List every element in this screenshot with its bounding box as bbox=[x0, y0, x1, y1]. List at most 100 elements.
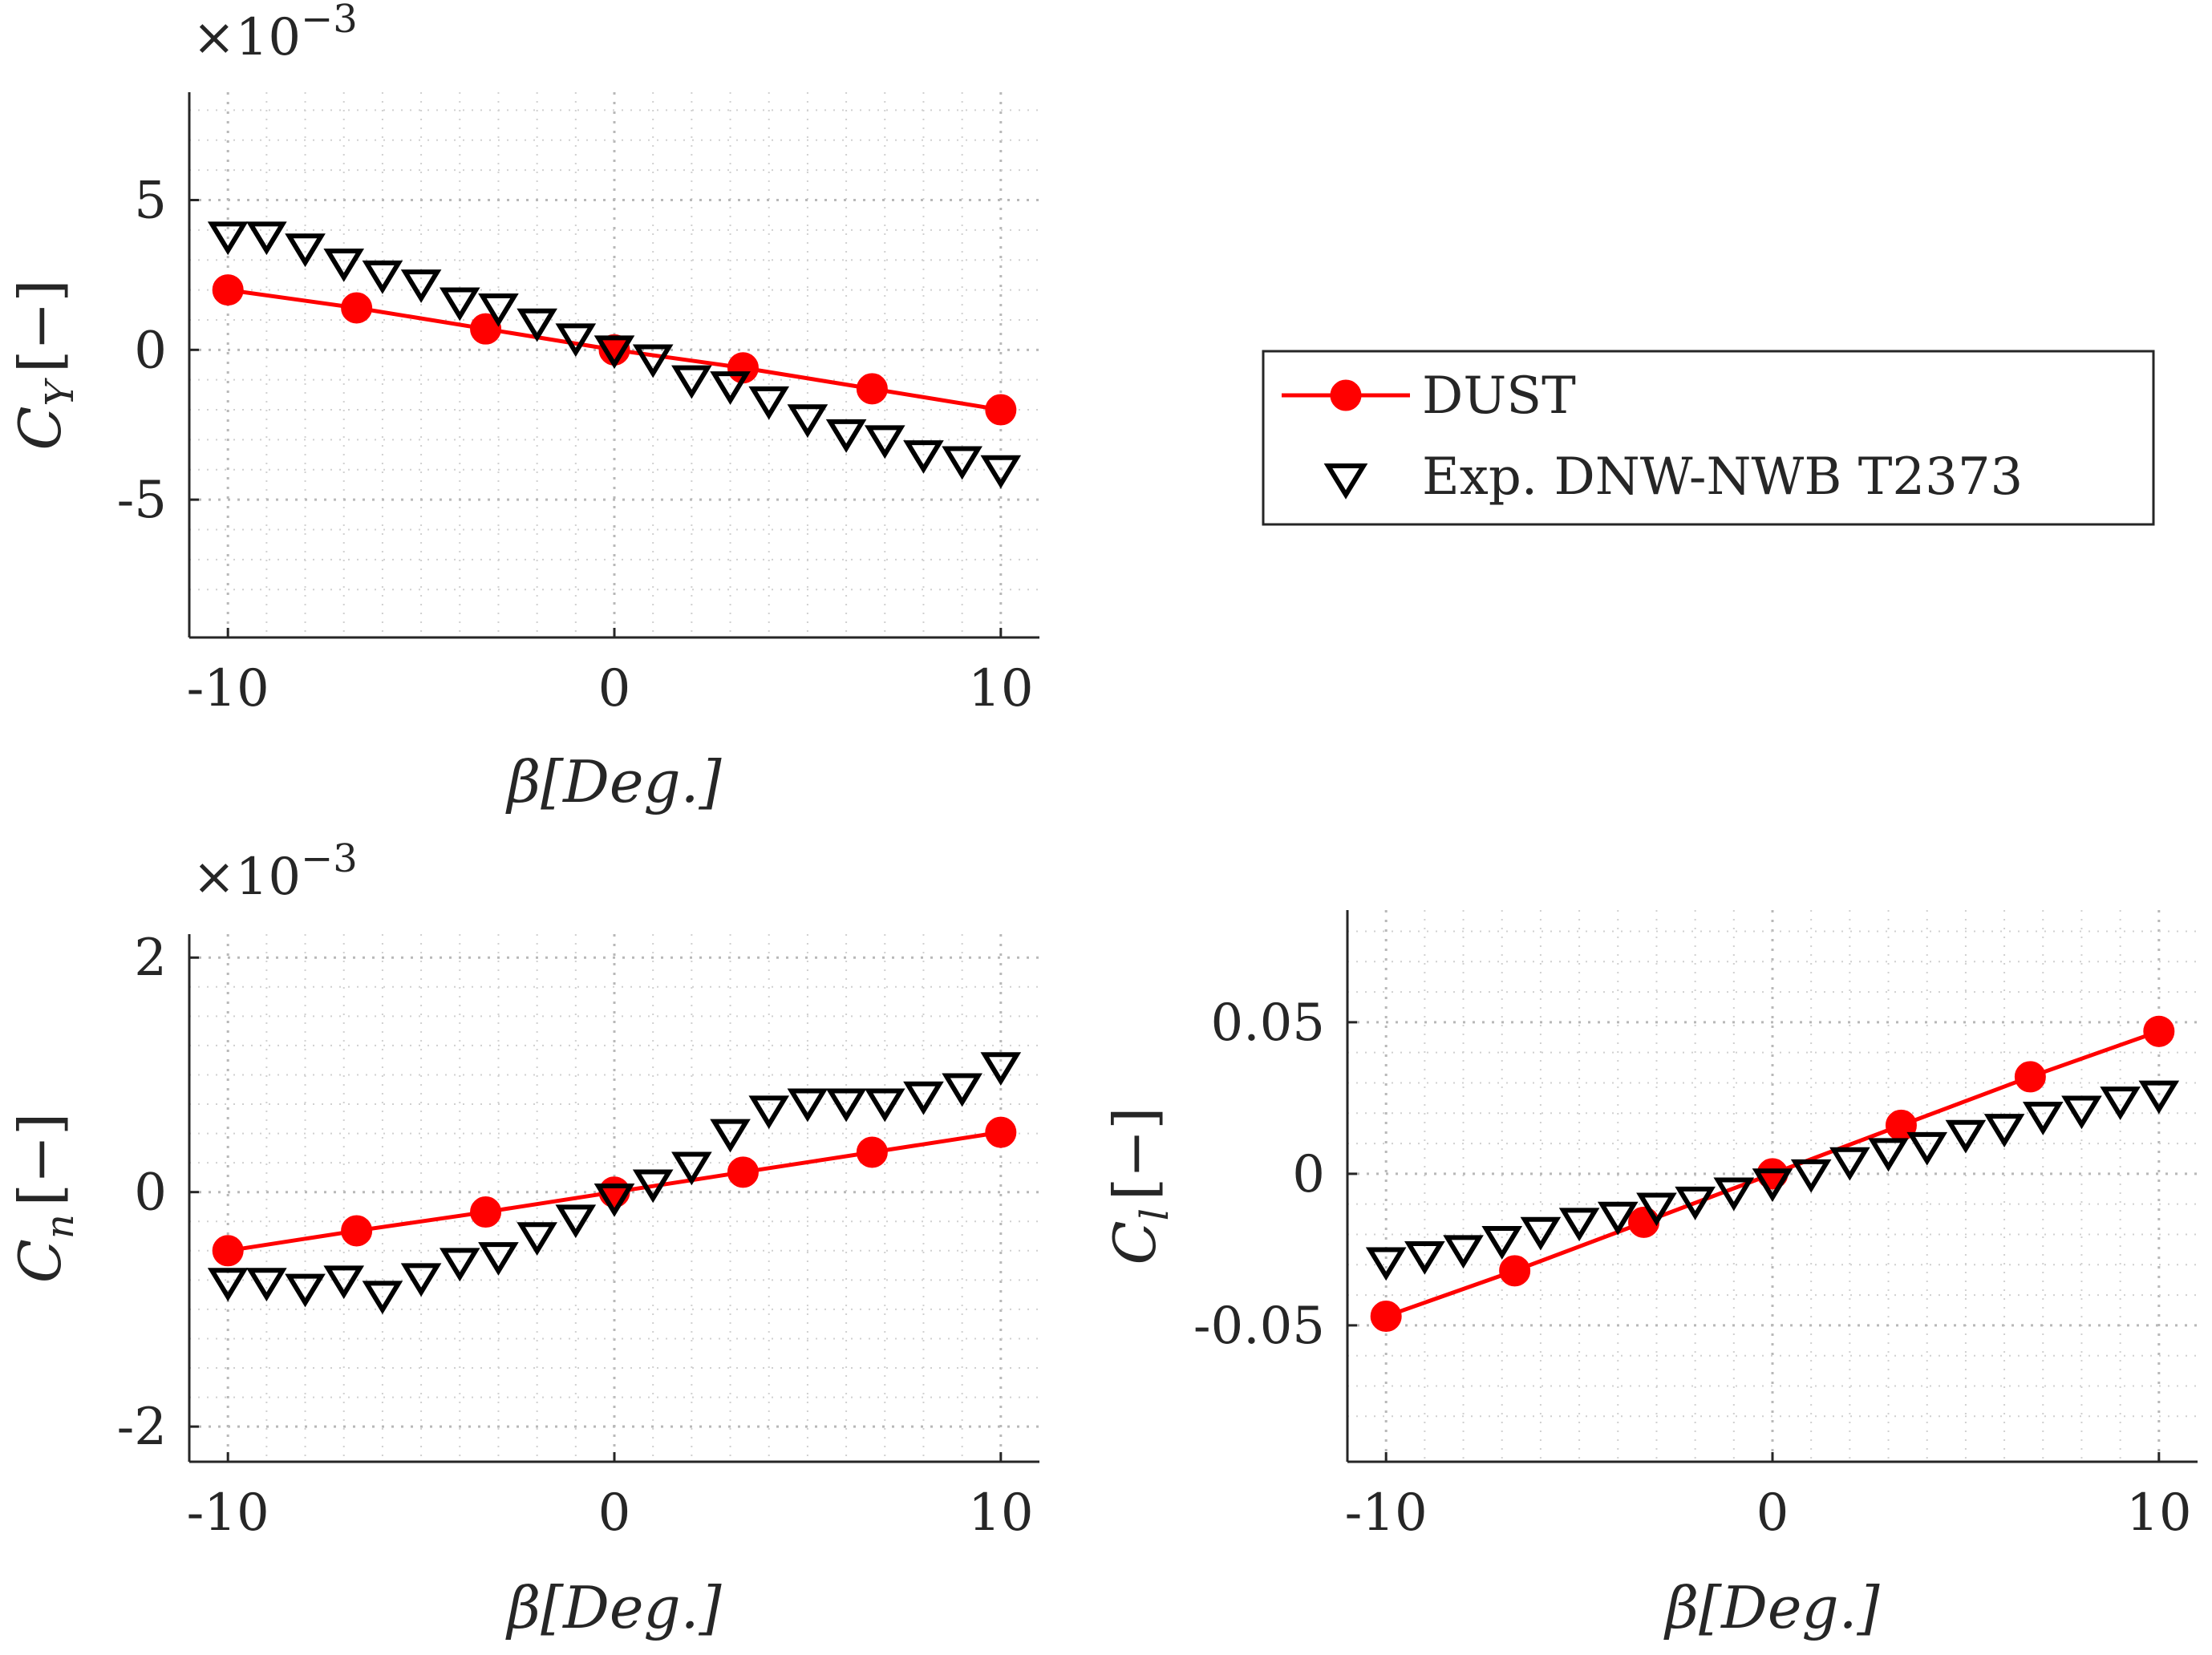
cy-dust-point bbox=[856, 373, 888, 405]
cn-exp-point bbox=[478, 1242, 519, 1276]
cy-exp-point bbox=[710, 371, 751, 405]
cn-y-label: Cn [−] bbox=[6, 1113, 83, 1284]
legend-box bbox=[1262, 350, 2155, 526]
cn-x-label: β[Deg.] bbox=[504, 1574, 722, 1641]
cy-exp-point bbox=[439, 287, 480, 322]
cy-y-label: CY [−] bbox=[6, 279, 83, 450]
cl-y-label-sub: l bbox=[1132, 1208, 1177, 1220]
cl-exp-point bbox=[2138, 1080, 2180, 1115]
cy-dust-point bbox=[985, 394, 1017, 426]
cn-y-label-main: C bbox=[6, 1239, 74, 1283]
cy-x-tick-label: 0 bbox=[598, 659, 631, 718]
cl-series-dust bbox=[1370, 1015, 2175, 1333]
cn-exp-point bbox=[517, 1222, 557, 1256]
cn-exp-point bbox=[400, 1263, 442, 1297]
cy-exp-point bbox=[748, 386, 790, 420]
cn-x-tick-label: -10 bbox=[187, 1483, 269, 1543]
cy-exponent-power: −3 bbox=[301, 0, 358, 42]
cl-grid bbox=[1347, 910, 2198, 1462]
cn-exp-point bbox=[903, 1081, 944, 1115]
cl-exp-point bbox=[1790, 1159, 1832, 1193]
cn-exp-point bbox=[864, 1088, 905, 1123]
cl-dust-point bbox=[1628, 1206, 1660, 1238]
cn-dust-point bbox=[212, 1235, 244, 1267]
cl-exp-point bbox=[1752, 1168, 1793, 1203]
cl-exp-point bbox=[1829, 1147, 1870, 1181]
cl-exp-point bbox=[1868, 1138, 1909, 1172]
cn-exp-point bbox=[323, 1265, 365, 1300]
cy-series-exp bbox=[207, 221, 1022, 489]
cl-y-label-main: C bbox=[1101, 1220, 1169, 1265]
cn-x-tick-label: 0 bbox=[598, 1483, 631, 1543]
cl-exp-point bbox=[2022, 1102, 2064, 1135]
cn-exp-point bbox=[594, 1184, 635, 1217]
cl-exp-point bbox=[1481, 1226, 1523, 1260]
cy-exp-point bbox=[478, 293, 519, 327]
cy-y-tick-label: 5 bbox=[134, 172, 167, 231]
cn-y-label-sub: n bbox=[38, 1214, 83, 1239]
cy-exp-point bbox=[903, 440, 944, 474]
cl-dust-point bbox=[1499, 1255, 1531, 1287]
cl-exp-point bbox=[1983, 1114, 2025, 1147]
cy-exp-point bbox=[517, 308, 557, 342]
cy-exp-point bbox=[787, 404, 828, 439]
cy-exp-point bbox=[555, 323, 597, 358]
cn-exp-point bbox=[439, 1248, 480, 1282]
cn-series-exp bbox=[207, 1052, 1022, 1315]
cn-exp-point bbox=[285, 1273, 326, 1308]
cy-exp-point bbox=[285, 233, 326, 268]
cl-y-tick-label: 0.05 bbox=[1211, 993, 1326, 1053]
cy-exp-point bbox=[594, 335, 635, 370]
legend-exp-label: Exp. DNW-NWB T2373 bbox=[1422, 447, 2023, 507]
cy-dust-point bbox=[212, 274, 244, 306]
cy-y-label-sub: Y bbox=[38, 378, 83, 407]
cy-y-tick-label: 0 bbox=[134, 321, 167, 380]
cn-exp-point bbox=[710, 1119, 751, 1153]
cl-x-label: β[Deg.] bbox=[1663, 1574, 1880, 1641]
cn-dust-point bbox=[727, 1156, 759, 1188]
cy-y-tick-label: -5 bbox=[117, 471, 167, 530]
cy-x-tick-label: -10 bbox=[187, 659, 269, 718]
cn-exp-point bbox=[980, 1052, 1022, 1086]
cl-exp-point bbox=[2061, 1095, 2102, 1130]
cl-exp-point bbox=[1713, 1177, 1755, 1212]
cy-series-dust bbox=[212, 274, 1017, 426]
cl-dust-point bbox=[1370, 1301, 1402, 1333]
cl-exp-point bbox=[1558, 1208, 1600, 1242]
cl-series-exp bbox=[1365, 1080, 2180, 1281]
cy-exp-point bbox=[400, 269, 442, 303]
cn-y-tick-label: 2 bbox=[134, 929, 167, 988]
cl-exp-point bbox=[1675, 1186, 1716, 1220]
cl-axes: -10 0 10 -0.05 0 0.05 β[Deg.] Cl [−] bbox=[1101, 910, 2198, 1641]
legend-exp-marker bbox=[1323, 463, 1368, 500]
cy-exp-point bbox=[207, 221, 249, 256]
legend-dust-label: DUST bbox=[1422, 366, 1576, 426]
cl-dust-point bbox=[2143, 1015, 2175, 1047]
cl-x-tick-label: 10 bbox=[2126, 1483, 2191, 1543]
cn-exp-point bbox=[555, 1204, 597, 1239]
cl-exp-point bbox=[1443, 1235, 1484, 1269]
cy-axes: -10 0 10-505×10−3β[Deg.]CY[−] bbox=[6, 0, 1039, 815]
cn-exp-point bbox=[787, 1088, 828, 1123]
cl-dust-point bbox=[2014, 1061, 2046, 1093]
cn-exp-point bbox=[942, 1073, 982, 1107]
cn-x-tick-label: 10 bbox=[968, 1483, 1033, 1543]
cl-exp-point bbox=[2100, 1086, 2141, 1120]
cy-exp-point bbox=[825, 419, 867, 453]
plots: -10 0 10-505×10−3β[Deg.]CY[−]-10 0 10-202×10… bbox=[6, 0, 2198, 1641]
legend-dust-marker bbox=[1330, 379, 1362, 411]
cy-exp-point bbox=[362, 260, 403, 294]
cy-dust-point bbox=[341, 292, 373, 324]
cn-exp-point bbox=[362, 1281, 403, 1315]
cn-dust-point bbox=[985, 1116, 1017, 1148]
cn-exp-point bbox=[207, 1268, 249, 1302]
cl-exp-point bbox=[1520, 1216, 1562, 1251]
cy-x-label: β[Deg.] bbox=[504, 748, 722, 815]
cl-exp-point bbox=[1404, 1240, 1445, 1275]
cn-exponent-power: −3 bbox=[301, 836, 358, 881]
cy-exp-point bbox=[671, 365, 712, 399]
cy-exp-point bbox=[980, 455, 1022, 489]
cn-dust-point bbox=[856, 1136, 888, 1168]
